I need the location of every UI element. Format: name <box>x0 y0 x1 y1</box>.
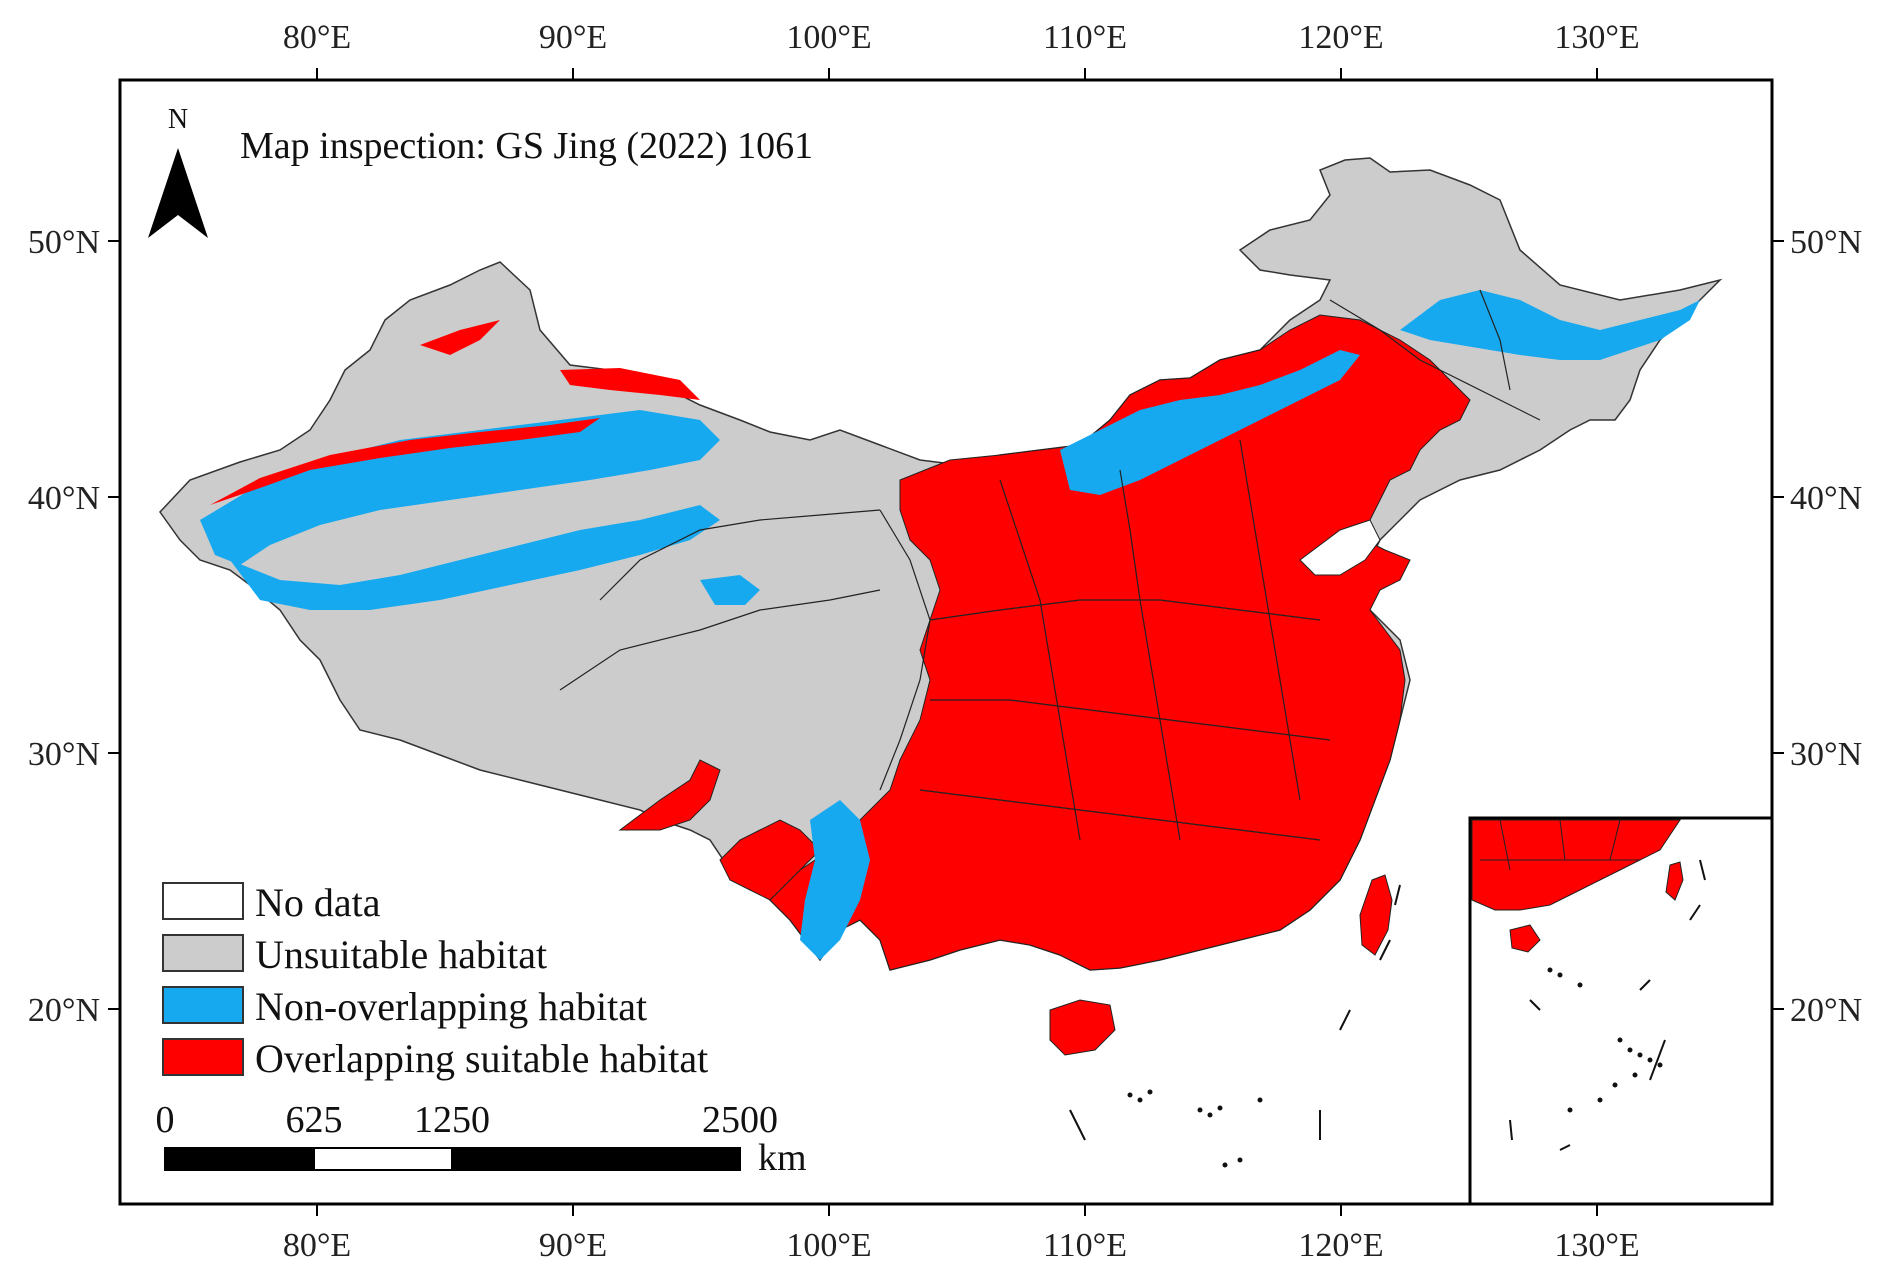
legend-item-unsuitable: Unsuitable habitat <box>162 932 547 977</box>
inset-map <box>1468 816 1774 1206</box>
inset-boundaries <box>1480 819 1640 871</box>
legend-item-no-data: No data <box>162 880 381 925</box>
non-overlapping-habitat-northeast <box>1400 290 1700 360</box>
legend-swatch <box>162 882 244 920</box>
scale-tick-label: 0 <box>156 1099 175 1141</box>
right-lat-label: 40°N <box>1790 480 1862 517</box>
legend-item-non-overlapping: Non-overlapping habitat <box>162 984 647 1029</box>
scale-unit-label: km <box>758 1137 807 1179</box>
north-arrow-icon <box>148 148 208 238</box>
non-overlapping-habitat-north-band <box>1060 350 1360 495</box>
legend-label: Unsuitable habitat <box>255 932 547 977</box>
north-arrow-label: N <box>168 104 188 135</box>
legend-swatch <box>162 986 244 1024</box>
inset-hainan-red <box>1509 924 1541 953</box>
scale-tick-label: 1250 <box>414 1099 490 1141</box>
legend: No data Unsuitable habitat Non-overlappi… <box>162 880 708 1081</box>
map-inspection-note: Map inspection: GS Jing (2022) 1061 <box>240 125 813 167</box>
south-china-sea-islands <box>1069 884 1401 1168</box>
scale-segment-3 <box>451 1147 741 1171</box>
overlapping-habitat-altai <box>420 320 500 355</box>
top-lon-label: 90°E <box>539 19 607 56</box>
left-lat-label: 40°N <box>28 480 100 517</box>
legend-swatch <box>162 934 244 972</box>
overlapping-habitat-hainan <box>1049 999 1116 1056</box>
top-longitude-axis: 80°E 90°E 100°E 110°E 120°E 130°E <box>283 19 1640 80</box>
scale-segment-2 <box>313 1147 453 1171</box>
bohai-sea <box>1299 519 1381 576</box>
north-arrow: N <box>148 104 208 238</box>
left-lat-label: 50°N <box>28 224 100 261</box>
non-overlapping-habitat-xinjiang-south <box>230 505 720 610</box>
overlapping-habitat-tianshan <box>210 418 600 505</box>
bottom-longitude-axis: 80°E 90°E 100°E 110°E 120°E 130°E <box>283 1204 1640 1264</box>
right-lat-label: 50°N <box>1790 224 1862 261</box>
right-latitude-axis: 50°N 40°N 30°N 20°N <box>1772 224 1862 1029</box>
legend-label: Overlapping suitable habitat <box>255 1036 708 1081</box>
top-lon-label: 100°E <box>786 19 871 56</box>
non-overlapping-habitat-qinghai-patch <box>700 575 760 605</box>
overlapping-habitat-tibet-south <box>618 759 721 831</box>
top-lon-label: 130°E <box>1554 19 1639 56</box>
bottom-lon-label: 120°E <box>1298 1227 1383 1264</box>
province-boundaries <box>559 289 1541 841</box>
legend-label: No data <box>255 880 381 925</box>
non-overlapping-habitat-xinjiang-ring <box>200 410 720 565</box>
left-lat-label: 30°N <box>28 736 100 773</box>
inset-taiwan-red <box>1665 861 1684 901</box>
inset-mainland-red <box>1471 819 1681 911</box>
scale-bar: 0 625 1250 2500 km <box>156 1099 807 1179</box>
legend-item-overlapping: Overlapping suitable habitat <box>162 1036 708 1081</box>
bottom-lon-label: 100°E <box>786 1227 871 1264</box>
left-latitude-axis: 50°N 40°N 30°N 20°N <box>28 224 120 1029</box>
right-lat-label: 20°N <box>1790 992 1862 1029</box>
top-lon-label: 120°E <box>1298 19 1383 56</box>
overlapping-habitat-taiwan <box>1359 874 1393 956</box>
left-lat-label: 20°N <box>28 992 100 1029</box>
overlapping-habitat-junggar <box>560 368 700 400</box>
inset-islands <box>1509 859 1706 1151</box>
scale-segment-1 <box>164 1147 315 1171</box>
legend-label: Non-overlapping habitat <box>255 984 647 1029</box>
bottom-lon-label: 130°E <box>1554 1227 1639 1264</box>
top-lon-label: 110°E <box>1043 19 1127 56</box>
scale-tick-label: 2500 <box>702 1099 778 1141</box>
overlapping-habitat-southwest <box>719 819 821 901</box>
scale-tick-label: 625 <box>286 1099 343 1141</box>
bottom-lon-label: 110°E <box>1043 1227 1127 1264</box>
top-lon-label: 80°E <box>283 19 351 56</box>
right-lat-label: 30°N <box>1790 736 1862 773</box>
bottom-lon-label: 90°E <box>539 1227 607 1264</box>
non-overlapping-habitat-yunnan <box>800 800 870 960</box>
legend-swatch <box>162 1038 244 1076</box>
bottom-lon-label: 80°E <box>283 1227 351 1264</box>
